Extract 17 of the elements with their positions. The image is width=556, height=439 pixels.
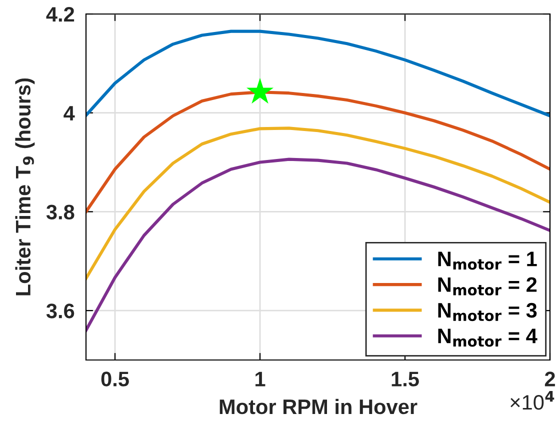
y-tick-label: 3.6 [46,304,74,318]
x-tick-label: 0.5 [101,372,129,386]
x-tick-label: 1 [256,372,266,386]
y-tick-label: 3.8 [46,204,74,220]
line-series [86,90,550,214]
text: ×10$^{4}$ [510,390,554,410]
y-tick-label: 4.2 [46,7,74,22]
x-tick-label: 1.5 [392,372,419,386]
x-tick-label: 2 [544,372,555,386]
x-axis-title: Motor RPM in Hover [220,398,418,414]
y-tick-label: 4 [64,106,75,120]
legend-label: N$_{motor}$ = 3 [438,302,537,322]
line-series [86,30,550,118]
legend-label: N$_{motor}$ = 2 [438,277,537,296]
legend-label: N$_{motor}$ = 1 [438,252,537,270]
legend-label: N$_{motor}$ = 4 [438,328,538,347]
y-axis-title: Loiter Time T$_{9}$ (hours) [15,78,35,296]
